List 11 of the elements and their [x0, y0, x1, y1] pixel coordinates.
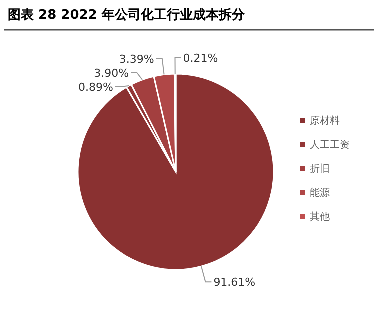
legend-label: 原材料 [310, 115, 340, 127]
data-label: 3.90% [94, 66, 130, 80]
data-label: 91.61% [214, 276, 256, 290]
data-label: 0.89% [78, 80, 114, 94]
legend-label: 折旧 [310, 163, 330, 175]
legend-label: 能源 [310, 187, 330, 199]
legend-label: 人工工资 [310, 139, 350, 151]
data-label: 0.21% [183, 52, 218, 65]
chart-title: 图表 28 2022 年公司化工行业成本拆分 [8, 8, 246, 23]
legend-label: 其他 [310, 211, 330, 223]
data-label: 3.39% [119, 52, 154, 66]
